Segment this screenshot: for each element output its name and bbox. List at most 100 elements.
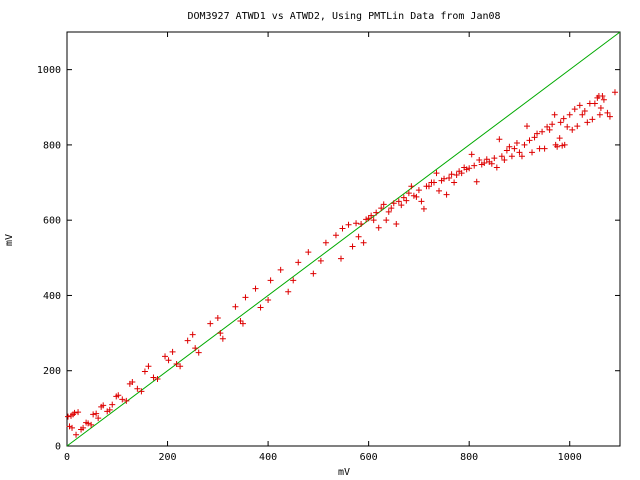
data-point [599,92,606,99]
y-tick-label: 0 [55,442,61,453]
data-point [529,149,536,156]
data-point [501,156,508,163]
data-point [267,277,274,284]
data-point [290,277,297,284]
data-point [80,424,87,431]
data-point [571,106,578,113]
data-point [403,197,410,204]
data-point [339,225,346,232]
data-point [310,270,317,277]
data-point [365,215,372,222]
data-point [385,208,392,215]
data-point [162,353,169,360]
data-point [574,123,581,130]
data-point [189,331,196,338]
data-point [569,126,576,133]
data-point [123,397,130,404]
reference-lines [66,31,621,447]
data-point [531,134,538,141]
data-point [508,153,515,160]
data-point [285,288,292,295]
data-point [71,409,78,416]
data-point [539,128,546,135]
data-point [109,401,116,408]
data-point [90,411,97,418]
data-point [511,145,518,152]
data-point [546,126,553,133]
data-point [458,170,465,177]
data-point [129,379,136,386]
data-point [498,153,505,160]
data-point [383,217,390,224]
data-point [579,111,586,118]
data-point [430,179,437,186]
x-axis-label: mV [338,467,350,478]
data-point [277,266,284,273]
data-point [349,243,356,250]
data-point [549,121,556,128]
y-tick-label: 600 [43,216,61,227]
data-point [488,160,495,167]
data-point [305,249,312,256]
y-tick-label: 400 [43,291,61,302]
data-point [463,166,470,173]
data-point [390,200,397,207]
data-point [214,315,221,322]
data-point [425,183,432,190]
data-point [106,406,113,413]
data-point [88,421,95,428]
data-point [192,345,199,352]
data-point [252,285,259,292]
data-point [471,162,478,169]
data-point [446,175,453,182]
data-point [100,402,107,409]
data-point [378,205,385,212]
data-point [566,111,573,118]
data-point [332,232,339,239]
data-point [363,216,370,223]
data-point [219,335,226,342]
data-point [169,348,176,355]
data-point [468,151,475,158]
y-axis-label: mV [4,234,15,246]
data-point [388,205,395,212]
data-point [586,100,593,107]
data-point [418,198,425,205]
data-point [393,220,400,227]
data-point [483,156,490,163]
data-point [521,141,528,148]
data-point [400,194,407,201]
data-point [554,143,561,150]
data-point [345,221,352,228]
data-point [173,360,180,367]
data-point [443,191,450,198]
data-point [544,123,551,130]
data-point [408,183,415,190]
chart-title: DOM3927 ATWD1 vs ATWD2, Using PMTLin Dat… [187,11,500,22]
data-point [360,239,367,246]
data-point [576,102,583,109]
data-point [93,410,100,417]
data-point [473,178,480,185]
data-point [526,137,533,144]
data-point [604,109,611,116]
data-point [534,130,541,137]
data-point [395,198,402,205]
data-point [75,409,82,416]
data-point [134,385,141,392]
data-point [154,376,161,383]
data-point [557,119,564,126]
data-point [322,239,329,246]
data-point [493,164,500,171]
data-point [436,187,443,194]
y-tick-label: 200 [43,366,61,377]
data-point [115,392,122,399]
data-point [560,115,567,122]
data-point [581,108,588,115]
data-point [295,259,302,266]
data-point [476,156,483,163]
data-point [503,147,510,154]
data-point [491,155,498,162]
x-tick-label: 600 [360,452,378,463]
